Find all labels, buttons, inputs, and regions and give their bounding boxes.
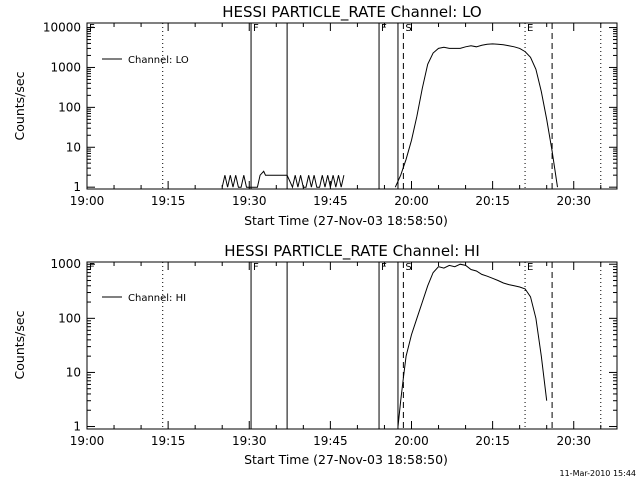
series-line — [221, 170, 345, 189]
series-hi — [397, 263, 548, 427]
event-marker-label: E — [527, 23, 533, 34]
event-marker-label: F — [253, 23, 259, 34]
y-tick-label: 1000 — [50, 257, 81, 271]
x-axis-label-lo: Start Time (27-Nov-03 18:58:50) — [244, 213, 448, 228]
x-tick-label: 20:00 — [394, 434, 429, 448]
y-tick-label: 10 — [66, 140, 81, 154]
y-tick-label: 100 — [58, 100, 81, 114]
legend-lo: Channel: LO — [102, 55, 189, 66]
plot-frame-lo — [86, 22, 618, 190]
legend-label-hi: Channel: HI — [128, 293, 186, 304]
x-axis-ticks-lo: 19:00 19:15 19:30 19:45 20:00 20:15 20:30 — [70, 23, 602, 208]
y-tick-label: 1 — [73, 180, 81, 194]
legend-hi: Channel: HI — [102, 293, 186, 304]
event-marker-label: F — [381, 23, 387, 34]
x-tick-label: 20:30 — [556, 194, 591, 208]
x-tick-label: 19:45 — [313, 194, 348, 208]
x-tick-label: 20:30 — [556, 434, 591, 448]
x-axis-label-hi: Start Time (27-Nov-03 18:58:50) — [244, 452, 448, 467]
series-line — [394, 43, 558, 188]
x-axis-ticks-hi: 19:00 19:15 19:30 19:45 20:00 20:15 20:30 — [70, 262, 602, 448]
x-tick-label: 19:15 — [151, 434, 186, 448]
event-marker-label: S — [405, 262, 411, 273]
y-tick-label: 1000 — [50, 60, 81, 74]
x-tick-label: 20:15 — [475, 434, 510, 448]
x-tick-label: 20:15 — [475, 194, 510, 208]
x-tick-label: 19:30 — [232, 194, 267, 208]
plot-frame-hi — [86, 261, 618, 430]
y-tick-label: 10 — [66, 365, 81, 379]
series-lo — [221, 43, 558, 189]
y-tick-label: 10000 — [43, 21, 81, 35]
y-axis-label-lo: Counts/sec — [12, 71, 27, 140]
x-tick-label: 19:00 — [70, 194, 105, 208]
chart-title-hi: HESSI PARTICLE_RATE Channel: HI — [224, 242, 480, 261]
legend-label-lo: Channel: LO — [128, 55, 189, 66]
y-axis-label-hi: Counts/sec — [12, 310, 27, 379]
y-axis-ticks-hi: 1 10 100 1000 — [50, 257, 617, 434]
y-tick-label: 1 — [73, 420, 81, 434]
x-tick-label: 19:15 — [151, 194, 186, 208]
x-tick-label: 19:30 — [232, 434, 267, 448]
event-marker-label: F — [381, 262, 387, 273]
y-axis-ticks-lo: 1 10 100 1000 10000 — [43, 21, 617, 194]
event-marker-label: S — [405, 23, 411, 34]
series-line — [397, 263, 548, 427]
event-marker-label: F — [89, 262, 95, 273]
y-tick-label: 100 — [58, 311, 81, 325]
event-marker-label: F — [89, 23, 95, 34]
chart-title-lo: HESSI PARTICLE_RATE Channel: LO — [222, 3, 481, 22]
x-tick-label: 19:00 — [70, 434, 105, 448]
x-tick-label: 20:00 — [394, 194, 429, 208]
event-marker-label: E — [527, 262, 533, 273]
x-tick-label: 19:45 — [313, 434, 348, 448]
event-marker-label: F — [253, 262, 259, 273]
generation-timestamp: 11-Mar-2010 15:44 — [560, 469, 637, 478]
